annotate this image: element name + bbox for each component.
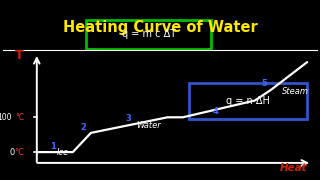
FancyBboxPatch shape bbox=[189, 83, 307, 119]
Text: 5: 5 bbox=[261, 79, 267, 88]
Text: 3: 3 bbox=[126, 114, 132, 123]
Text: °C: °C bbox=[15, 113, 24, 122]
Text: 4: 4 bbox=[212, 107, 218, 116]
Text: Ice: Ice bbox=[57, 148, 69, 157]
Text: 2: 2 bbox=[81, 123, 87, 132]
Text: Heat: Heat bbox=[280, 163, 307, 173]
Text: q = n ΔH: q = n ΔH bbox=[226, 96, 270, 106]
Text: 100: 100 bbox=[0, 113, 12, 122]
Text: °C: °C bbox=[14, 148, 24, 157]
Text: Steam: Steam bbox=[282, 87, 309, 96]
FancyBboxPatch shape bbox=[86, 20, 211, 49]
Text: T: T bbox=[15, 49, 23, 62]
Text: Water: Water bbox=[136, 121, 161, 130]
Text: q = m c ΔT: q = m c ΔT bbox=[122, 29, 176, 39]
Text: 1: 1 bbox=[50, 142, 56, 151]
Text: 0: 0 bbox=[9, 148, 14, 157]
Text: Heating Curve of Water: Heating Curve of Water bbox=[63, 20, 257, 35]
